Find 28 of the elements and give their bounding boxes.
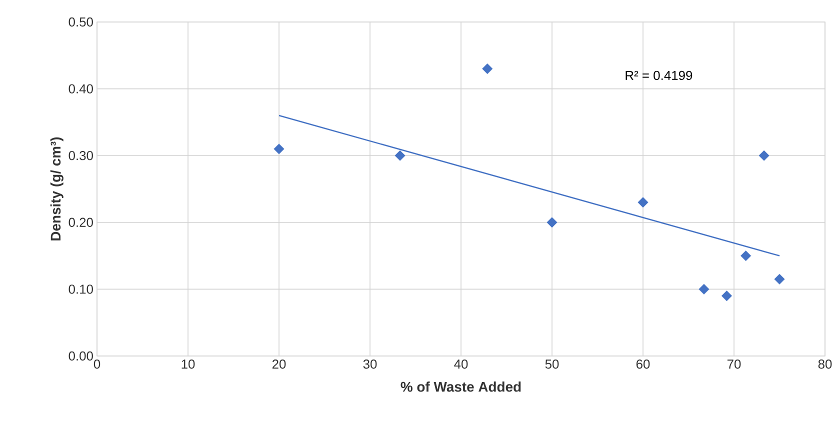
- point: [698, 284, 710, 294]
- x-tick-label: 40: [454, 360, 468, 369]
- x-tick-label: 50: [545, 360, 559, 369]
- y-tick-label: 0.30: [68, 151, 93, 160]
- point: [638, 197, 648, 208]
- x-tick-label: 60: [636, 360, 650, 369]
- y-axis-title: Density (g/ cm³): [50, 137, 64, 240]
- x-tick-label: 80: [818, 360, 832, 369]
- annotation: R² = 0.4199: [626, 70, 692, 80]
- point: [758, 150, 770, 161]
- point: [394, 150, 406, 161]
- point: [740, 250, 752, 262]
- x-tick-label: 20: [272, 360, 286, 369]
- x-axis-title: % of Waste Added: [400, 382, 521, 392]
- y-tick-label: 0.10: [68, 284, 93, 294]
- y-tick-label: 0.00: [68, 351, 93, 361]
- x-tick-label: 70: [727, 360, 741, 369]
- point: [274, 144, 284, 154]
- x-tick-label: 10: [182, 360, 195, 369]
- point: [546, 217, 558, 228]
- x-tick-label: 30: [363, 360, 377, 369]
- y-tick-label: 0.40: [68, 84, 93, 94]
- y-tick-label: 0.20: [68, 218, 93, 227]
- point: [721, 290, 732, 302]
- point: [774, 274, 785, 284]
- point: [482, 63, 493, 74]
- x-tick-label: 0: [94, 360, 100, 369]
- y-tick-label: 0.50: [68, 17, 93, 27]
